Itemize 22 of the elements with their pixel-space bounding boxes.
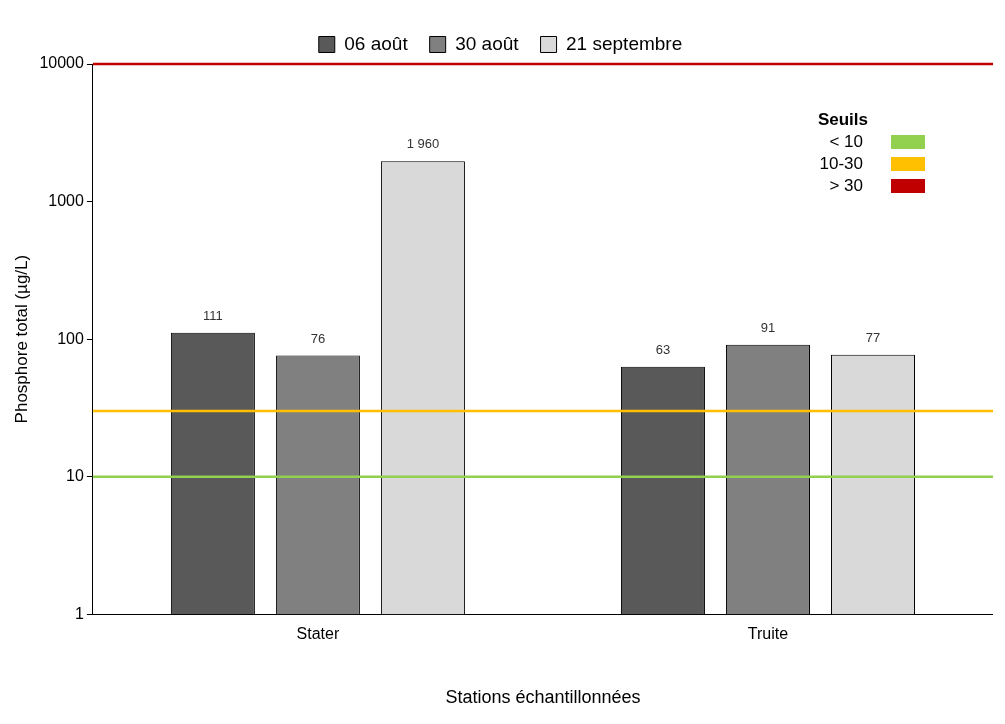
y-tick-label: 10: [66, 467, 84, 485]
legend-label: 06 août: [344, 32, 409, 54]
data-label: 77: [865, 329, 881, 345]
data-label: 111: [203, 307, 223, 323]
y-axis-title: Phosphore total (µg/L): [11, 254, 31, 424]
data-label: 63: [655, 341, 671, 357]
x-tick-label: Stater: [296, 625, 340, 643]
data-label: 1 960: [406, 136, 440, 152]
y-tick-label: 10000: [39, 54, 84, 72]
annotation: 10-30: [818, 154, 863, 174]
x-axis-title: Stations échantillonnées: [445, 687, 641, 708]
annotation: > 30: [828, 176, 863, 196]
annotation: < 10: [828, 132, 863, 152]
legend-label: 30 août: [455, 32, 520, 54]
data-label: 91: [760, 319, 776, 335]
y-tick-label: 1: [74, 604, 84, 622]
y-tick-label: 1000: [48, 191, 84, 209]
annotation: Seuils: [816, 110, 868, 130]
y-tick-label: 100: [57, 329, 84, 347]
data-label: 76: [310, 330, 326, 346]
x-tick-label: Truite: [747, 625, 789, 643]
legend-label: 21 septembre: [566, 32, 683, 54]
